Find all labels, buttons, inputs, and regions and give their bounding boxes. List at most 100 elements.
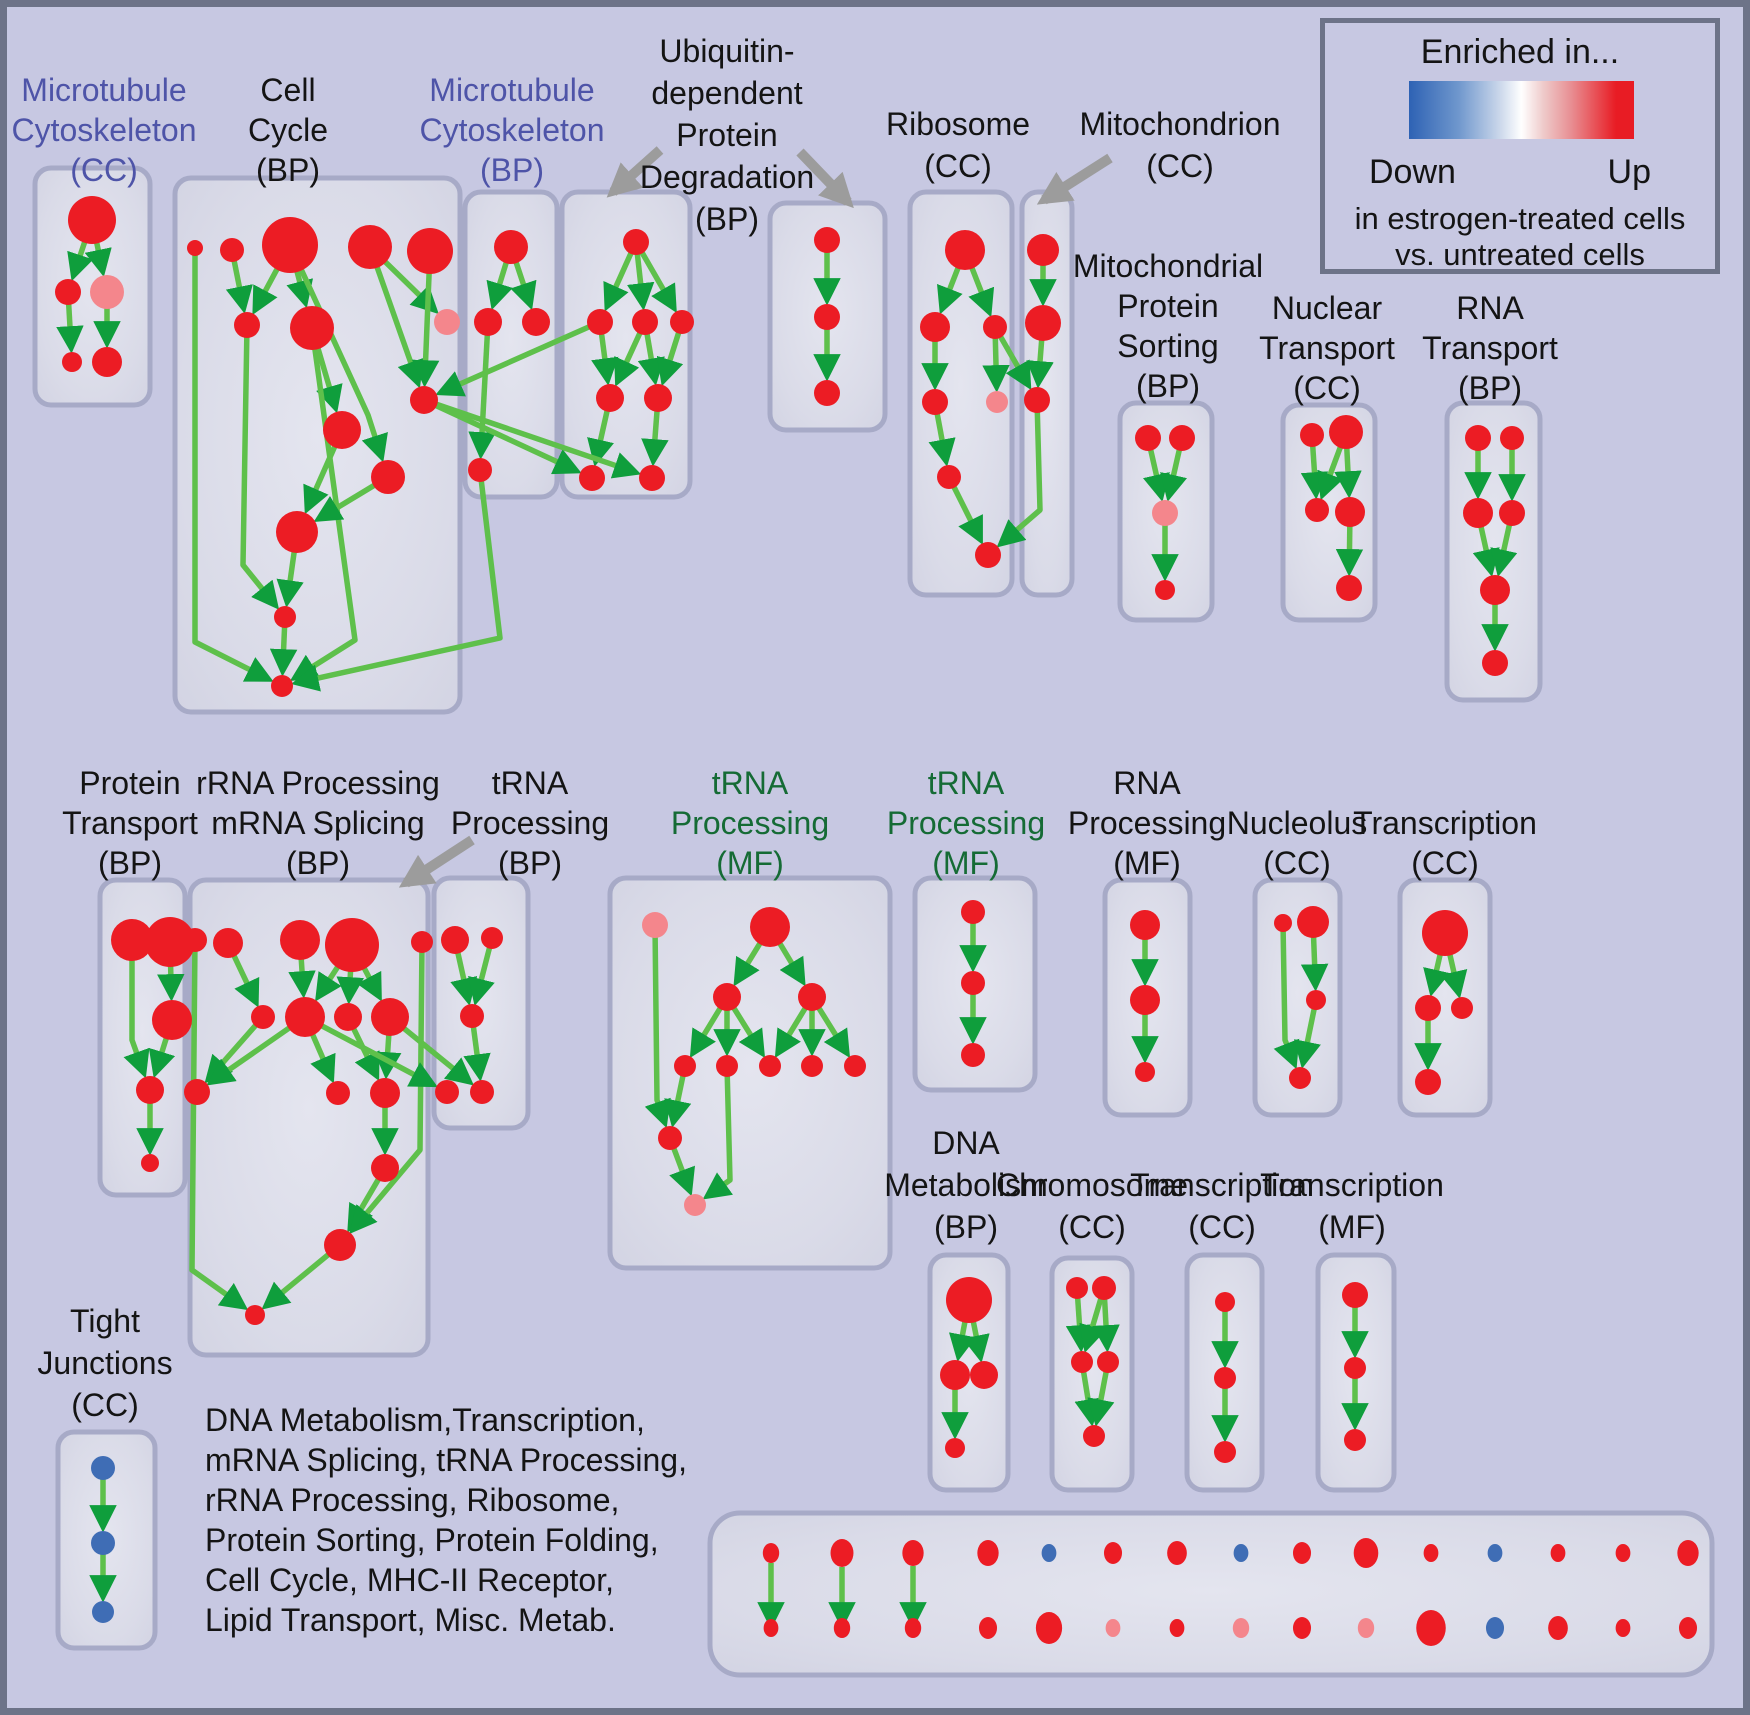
- cluster-label-line: Transcription: [1353, 805, 1537, 841]
- node-rna-transport-b: [1500, 426, 1524, 450]
- cluster-label-trna-bp: tRNA Processing (BP): [451, 763, 609, 883]
- legend-subtitle-1: in estrogen-treated cells: [1354, 201, 1686, 236]
- node-strip-top-4: [977, 1540, 999, 1566]
- node-rrna-e: [251, 1005, 275, 1029]
- node-cell-cycle-p1: [434, 309, 460, 335]
- cluster-label-line: Protein: [79, 765, 181, 801]
- node-mitochondrion-c: [1024, 387, 1050, 413]
- cluster-label-cell-cycle: Cell Cycle (BP): [248, 70, 328, 190]
- node-cell-cycle-m1: [234, 312, 260, 338]
- node-strip-bottom-8: [1232, 1618, 1250, 1638]
- node-mt-cc-d: [62, 352, 82, 372]
- node-cell-cycle-s1: [274, 606, 296, 628]
- cluster-label-line: mRNA Splicing: [211, 805, 425, 841]
- node-mt-bp2-a: [623, 229, 649, 255]
- node-transcription-cc-a-d: [1415, 1069, 1441, 1095]
- node-strip-bottom-6: [1105, 1619, 1121, 1637]
- cluster-label-line: Processing: [886, 805, 1046, 841]
- node-protein-transport-d: [136, 1076, 164, 1104]
- node-trna-mf-1-d2: [716, 1055, 738, 1077]
- node-ubiquitin-c: [814, 380, 840, 406]
- node-chromosome-d: [1097, 1351, 1119, 1373]
- cluster-label-line: (BP): [1136, 368, 1200, 404]
- node-rrna-q: [183, 928, 207, 952]
- cluster-label-line: Degradation: [639, 159, 815, 195]
- node-strip-top-9: [1292, 1542, 1312, 1564]
- node-nucleolus-c: [1306, 990, 1326, 1010]
- node-trna-mf-1-d3: [759, 1055, 781, 1077]
- node-strip-top-13: [1550, 1544, 1566, 1562]
- node-strip-top-11: [1423, 1544, 1439, 1562]
- node-transcription-cc-a-b: [1415, 995, 1441, 1021]
- cluster-label-line: (CC): [1146, 148, 1214, 184]
- edge: [349, 941, 425, 1235]
- node-cell-cycle-t5: [407, 228, 453, 274]
- cluster-label-chromosome: Chromosome (CC): [996, 1164, 1188, 1248]
- node-mt-cc-a: [68, 196, 116, 244]
- legend-down-label: Down: [1369, 153, 1456, 191]
- node-dna-metabolism-c: [970, 1361, 998, 1389]
- cluster-label-mt-bp1: Microtubule Cytoskeleton (BP): [420, 70, 605, 190]
- node-rrna-b: [280, 920, 320, 960]
- node-nuclear-transport-e: [1336, 575, 1362, 601]
- node-rna-transport-e: [1480, 575, 1510, 605]
- legend-title: Enriched in...: [1420, 33, 1620, 71]
- node-rna-proc-mf-b: [1130, 985, 1160, 1015]
- node-rna-transport-c: [1463, 498, 1493, 528]
- cluster-box-bottom-strip: [707, 1510, 1715, 1678]
- node-rna-proc-mf-c: [1135, 1062, 1155, 1082]
- node-chromosome-a: [1066, 1277, 1088, 1299]
- edge: [423, 397, 642, 479]
- node-mt-bp1-b: [474, 308, 502, 336]
- node-rrna-c: [325, 918, 379, 972]
- node-strip-top-10: [1353, 1538, 1379, 1568]
- cluster-label-ribosome: Ribosome (CC): [886, 103, 1030, 187]
- node-rna-transport-d: [1499, 500, 1525, 526]
- node-strip-bottom-12: [1485, 1617, 1505, 1639]
- cluster-label-line: Transport: [1422, 330, 1558, 366]
- cluster-label-line: Microtubule: [21, 72, 187, 108]
- cluster-label-line: Cytoskeleton: [11, 112, 197, 148]
- cluster-label-line: Protein: [1117, 288, 1219, 324]
- node-ribosome-e: [986, 391, 1008, 413]
- cluster-label-line: (CC): [924, 148, 992, 184]
- node-strip-top-1: [762, 1543, 780, 1563]
- node-rna-transport-f: [1482, 650, 1508, 676]
- cluster-label-line: Chromosome: [995, 1167, 1189, 1203]
- node-nucleolus-b: [1297, 906, 1329, 938]
- edge: [1293, 999, 1321, 1069]
- misc-categories-text: DNA Metabolism,Transcription, mRNA Splici…: [205, 1400, 687, 1640]
- node-mitochondrion-b: [1025, 305, 1061, 341]
- node-rrna-f: [285, 997, 325, 1037]
- cluster-label-rrna: rRNA Processing mRNA Splicing (BP): [196, 763, 440, 883]
- cluster-label-line: (BP): [255, 152, 320, 188]
- node-mt-bp1-c: [522, 308, 550, 336]
- cluster-label-line: (BP): [695, 201, 759, 237]
- edge: [123, 940, 150, 1079]
- node-mito-sorting-c: [1152, 500, 1178, 526]
- misc-text-line: mRNA Splicing, tRNA Processing,: [205, 1442, 687, 1478]
- node-mito-sorting-a: [1135, 425, 1161, 451]
- cluster-label-line: Cytoskeleton: [419, 112, 605, 148]
- node-protein-transport-a: [111, 919, 153, 961]
- cluster-label-line: Transport: [1259, 330, 1395, 366]
- cluster-label-line: Transcription: [1260, 1167, 1444, 1203]
- cluster-label-line: dependent: [651, 75, 803, 111]
- misc-text-line: DNA Metabolism,Transcription,: [205, 1402, 645, 1438]
- node-transcription-mf-a: [1342, 1282, 1368, 1308]
- node-strip-bottom-13: [1548, 1616, 1568, 1640]
- node-mitochondrion-a: [1027, 234, 1059, 266]
- node-strip-bottom-7: [1169, 1619, 1185, 1637]
- node-strip-bottom-10: [1357, 1618, 1375, 1638]
- pointer-arrows-layer: [398, 146, 1113, 888]
- cluster-label-line: Processing: [450, 805, 610, 841]
- cluster-label-trna-mf-1: tRNA Processing (MF): [671, 763, 829, 883]
- pointer-arrow-to-ubiquitin-box: [796, 148, 854, 209]
- cluster-label-line: (CC): [1411, 845, 1479, 881]
- node-nucleolus-d: [1289, 1067, 1311, 1089]
- node-rna-transport-a: [1465, 425, 1491, 451]
- node-ubiquitin-b: [814, 304, 840, 330]
- misc-text-line: Cell Cycle, MHC-II Receptor,: [205, 1562, 614, 1598]
- cluster-label-line: (CC): [70, 152, 138, 188]
- node-rrna-g: [334, 1003, 362, 1031]
